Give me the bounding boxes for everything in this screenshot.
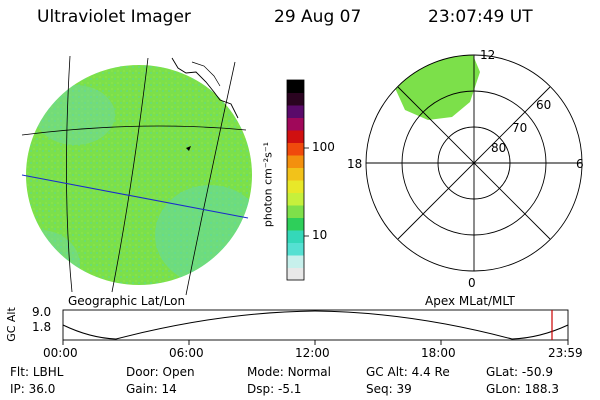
info-mode: Mode: Normal [247,365,331,379]
altitude-plot-frame [62,309,569,341]
colorbar-segment [287,142,304,156]
geo-panel-label: Geographic Lat/Lon [68,294,186,308]
altitude-xtick-1: 06:00 [169,346,204,360]
altitude-ylabel: GC Alt [4,307,18,342]
altitude-xtick-4: 23:59 [548,346,583,360]
polar-auroral-emission [395,55,480,120]
colorbar-segment [287,105,304,118]
time-label: 23:07:49 UT [428,7,533,27]
info-ip: IP: 36.0 [10,382,56,396]
instrument-title: Ultraviolet Imager [37,7,191,27]
info-door: Door: Open [126,365,195,379]
colorbar-segment [287,117,304,131]
info-seq: Seq: 39 [366,382,412,396]
coastline [171,57,239,119]
colorbar-tick-100: 100 [312,140,335,154]
colorbar-segment [287,155,304,168]
colorbar-segment [287,167,304,181]
mlt-label-12: 12 [480,48,496,62]
colorbar-segment [287,242,304,256]
geo-disk-panel [21,55,252,296]
colorbar-segment [287,192,304,206]
mlt-label-18: 18 [347,157,363,171]
info-glat: GLat: -50.9 [486,365,553,379]
altitude-curve [62,310,569,340]
mlt-label-0: 0 [468,276,476,290]
info-dsp: Dsp: -5.1 [247,382,302,396]
info-gc-alt: GC Alt: 4.4 Re [366,365,450,379]
mlat-label-70: 70 [512,121,528,135]
info-gain: Gain: 14 [126,382,177,396]
colorbar-segment [287,255,304,268]
colorbar-segment [287,180,304,193]
altitude-xtick-3: 18:00 [421,346,456,360]
info-flt: Flt: LBHL [10,365,64,379]
colorbar-segment [287,217,304,231]
geo-terminator-line [21,174,249,219]
colorbar-segment [287,205,304,218]
altitude-ytick-low: 1.8 [32,320,52,334]
geo-meridians [66,55,236,296]
polar-panel [365,54,583,272]
mlat-label-60: 60 [536,98,552,112]
colorbar-tick-10: 10 [312,228,328,242]
polar-grid [365,54,583,272]
colorbar-segment [287,230,304,243]
altitude-xtick-2: 12:00 [295,346,330,360]
colorbar-segment [287,130,304,143]
altitude-plot [62,309,569,345]
mlt-label-6: 6 [576,157,584,171]
colorbar [287,80,304,281]
date-label: 29 Aug 07 [274,7,362,27]
info-glon: GLon: 188.3 [486,382,559,396]
altitude-xtick-0: 00:00 [43,346,78,360]
colorbar-segment [287,80,304,93]
geo-low-emission-region [155,185,252,285]
colorbar-segment [287,267,304,281]
polar-panel-label: Apex MLat/MLT [425,294,515,308]
colorbar-segment [287,92,304,106]
geo-latitude-line [21,125,247,136]
altitude-ytick-high: 9.0 [32,305,52,319]
mlat-label-80: 80 [491,141,507,155]
colorbar-unit-label: photon cm⁻²s⁻¹ [261,141,275,228]
